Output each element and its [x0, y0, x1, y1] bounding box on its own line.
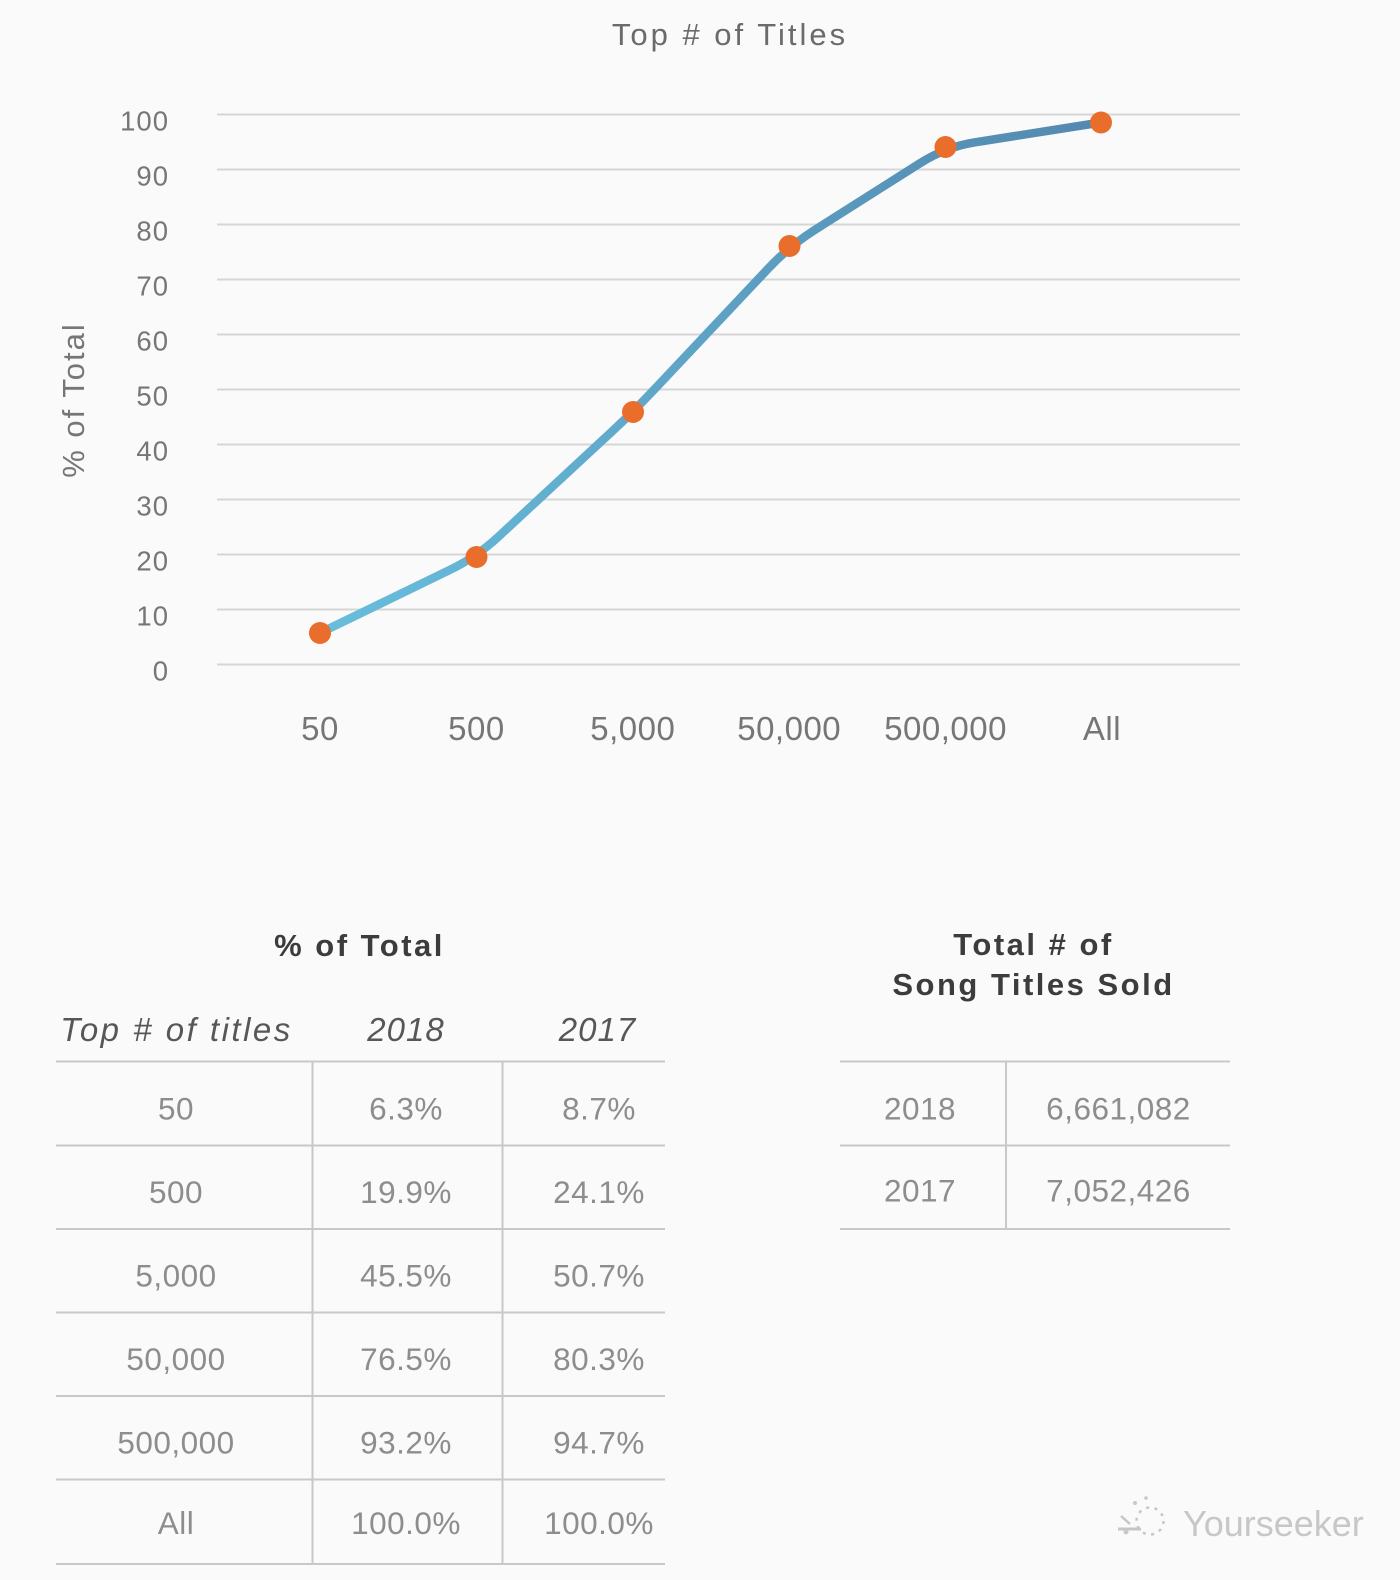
svg-text:% of Total: % of Total — [274, 928, 445, 963]
svg-text:100.0%: 100.0% — [351, 1505, 461, 1541]
svg-text:6.3%: 6.3% — [369, 1091, 443, 1127]
svg-text:% of Total: % of Total — [56, 322, 91, 478]
svg-text:24.1%: 24.1% — [553, 1174, 645, 1210]
svg-text:500,000: 500,000 — [117, 1425, 234, 1461]
svg-text:500: 500 — [448, 710, 505, 747]
svg-text:2018: 2018 — [366, 1011, 444, 1048]
svg-text:80: 80 — [136, 216, 169, 247]
svg-text:0: 0 — [153, 656, 169, 687]
svg-text:60: 60 — [136, 326, 169, 357]
svg-text:93.2%: 93.2% — [360, 1425, 452, 1461]
svg-text:76.5%: 76.5% — [360, 1341, 452, 1377]
svg-text:2017: 2017 — [558, 1011, 637, 1048]
svg-text:6,661,082: 6,661,082 — [1046, 1091, 1191, 1127]
svg-text:50: 50 — [158, 1091, 194, 1127]
svg-text:50.7%: 50.7% — [553, 1258, 645, 1294]
svg-text:100.0%: 100.0% — [544, 1505, 654, 1541]
svg-text:50: 50 — [301, 710, 339, 747]
svg-text:500: 500 — [149, 1174, 203, 1210]
svg-text:20: 20 — [136, 546, 169, 577]
svg-text:2018: 2018 — [884, 1091, 956, 1127]
svg-text:All: All — [158, 1505, 195, 1541]
svg-text:80.3%: 80.3% — [553, 1341, 645, 1377]
svg-text:Song Titles Sold: Song Titles Sold — [892, 967, 1174, 1002]
svg-text:5,000: 5,000 — [135, 1258, 216, 1294]
svg-text:Top # of titles: Top # of titles — [60, 1011, 293, 1048]
svg-text:40: 40 — [136, 436, 169, 467]
svg-text:10: 10 — [136, 601, 169, 632]
svg-text:2017: 2017 — [884, 1173, 956, 1209]
svg-text:8.7%: 8.7% — [562, 1091, 636, 1127]
svg-text:50,000: 50,000 — [737, 710, 841, 747]
svg-text:500,000: 500,000 — [884, 710, 1007, 747]
svg-text:Yourseeker: Yourseeker — [1183, 1503, 1364, 1544]
svg-text:70: 70 — [136, 271, 169, 302]
svg-text:50,000: 50,000 — [126, 1341, 225, 1377]
svg-text:100: 100 — [120, 106, 169, 137]
svg-text:All: All — [1083, 710, 1121, 747]
svg-text:94.7%: 94.7% — [553, 1425, 645, 1461]
svg-text:30: 30 — [136, 491, 169, 522]
svg-text:50: 50 — [136, 381, 169, 412]
svg-text:19.9%: 19.9% — [360, 1174, 452, 1210]
svg-text:45.5%: 45.5% — [360, 1258, 452, 1294]
svg-text:90: 90 — [136, 161, 169, 192]
svg-text:Total # of: Total # of — [953, 927, 1113, 962]
svg-text:Top # of Titles: Top # of Titles — [612, 17, 848, 52]
svg-text:5,000: 5,000 — [590, 710, 675, 747]
svg-text:7,052,426: 7,052,426 — [1046, 1173, 1191, 1209]
